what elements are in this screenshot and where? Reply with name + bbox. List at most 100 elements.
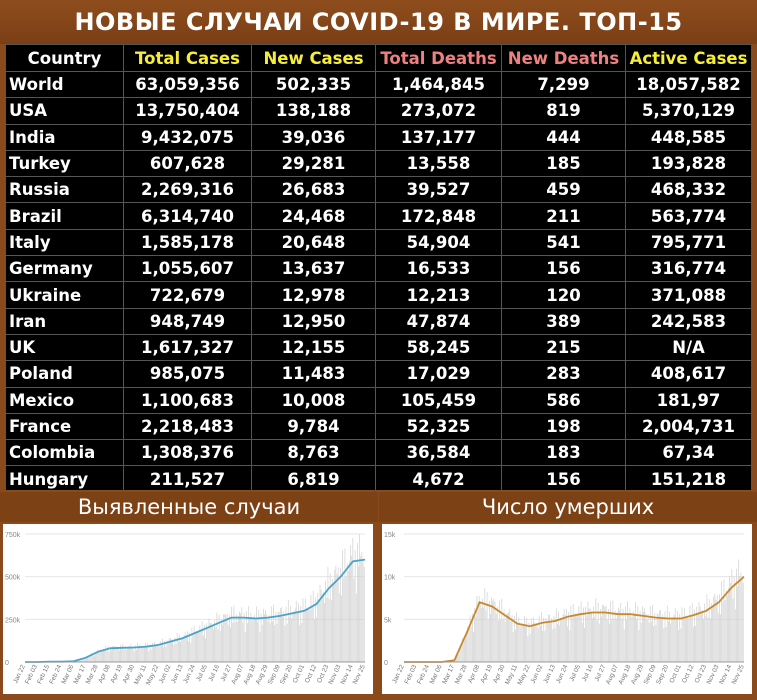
daily-bar bbox=[290, 606, 291, 662]
daily-bar bbox=[555, 608, 557, 662]
daily-bar bbox=[171, 640, 172, 662]
daily-bar bbox=[595, 598, 597, 662]
value-cell: 26,683 bbox=[251, 176, 376, 204]
daily-bar bbox=[153, 644, 154, 662]
daily-bar bbox=[521, 623, 523, 662]
daily-bar bbox=[493, 598, 495, 662]
daily-bar bbox=[700, 611, 702, 662]
daily-bar bbox=[640, 622, 642, 662]
value-cell: 13,558 bbox=[375, 149, 502, 178]
daily-bar bbox=[600, 608, 601, 662]
daily-bar bbox=[179, 634, 180, 662]
country-cell: Colombia bbox=[5, 439, 124, 467]
daily-bar bbox=[617, 612, 618, 662]
daily-bar bbox=[113, 646, 115, 662]
daily-bar bbox=[710, 618, 711, 662]
daily-bar bbox=[331, 600, 332, 662]
daily-bar bbox=[172, 639, 174, 662]
y-tick-label: 10k bbox=[384, 575, 396, 582]
value-cell: 12,978 bbox=[251, 281, 376, 309]
value-cell: 12,950 bbox=[251, 307, 376, 335]
daily-bar bbox=[605, 606, 607, 662]
daily-bar bbox=[180, 641, 181, 662]
daily-bar bbox=[688, 618, 690, 662]
daily-bar bbox=[274, 625, 276, 662]
daily-bar bbox=[549, 615, 550, 662]
daily-bar bbox=[338, 593, 340, 662]
daily-bar bbox=[344, 548, 346, 662]
value-cell: 985,075 bbox=[123, 360, 252, 388]
daily-bar bbox=[470, 626, 472, 662]
daily-bar bbox=[524, 615, 525, 662]
daily-bar bbox=[130, 644, 132, 662]
daily-bar bbox=[252, 620, 254, 662]
daily-bar bbox=[125, 649, 127, 662]
value-cell: 2,004,731 bbox=[625, 412, 752, 441]
y-tick-label: 5k bbox=[384, 617, 392, 624]
daily-bar bbox=[691, 603, 693, 662]
daily-bar bbox=[250, 612, 252, 662]
daily-bar bbox=[261, 624, 263, 662]
daily-bar bbox=[593, 606, 594, 662]
daily-bar bbox=[615, 618, 617, 662]
daily-bar bbox=[243, 612, 245, 662]
daily-bar bbox=[176, 633, 178, 662]
value-cell: 54,904 bbox=[375, 228, 502, 257]
daily-bar bbox=[482, 598, 483, 662]
value-cell: 607,628 bbox=[123, 149, 252, 178]
daily-bar bbox=[353, 578, 355, 662]
daily-bar bbox=[158, 646, 160, 662]
daily-bar bbox=[128, 646, 129, 662]
daily-bar bbox=[612, 600, 614, 662]
daily-bar bbox=[198, 632, 200, 662]
table-row: Brazil 6,314,740 24,468 172,848 211 563,774 bbox=[5, 202, 752, 230]
daily-bar bbox=[503, 609, 505, 662]
value-cell: 156 bbox=[501, 255, 626, 283]
daily-bar bbox=[578, 606, 580, 662]
value-cell: 39,527 bbox=[375, 176, 502, 204]
daily-bar bbox=[155, 644, 157, 662]
daily-bar bbox=[93, 652, 94, 662]
daily-bar bbox=[263, 608, 264, 662]
daily-bar bbox=[567, 626, 568, 662]
daily-bar bbox=[327, 566, 329, 662]
daily-bar bbox=[622, 608, 624, 662]
daily-bar bbox=[199, 625, 201, 662]
daily-bar bbox=[122, 643, 124, 662]
daily-bar bbox=[241, 607, 243, 662]
daily-bar bbox=[685, 617, 686, 662]
covid-table: Country Total Cases New Cases Total Deaths N… bbox=[5, 44, 752, 493]
daily-bar bbox=[569, 629, 571, 662]
daily-bar bbox=[206, 623, 208, 662]
daily-bar bbox=[115, 646, 117, 662]
daily-bar bbox=[255, 618, 256, 662]
daily-bar bbox=[589, 608, 591, 662]
daily-bar bbox=[741, 579, 743, 662]
stats-table: Country Total Cases New Cases Total Deaths N… bbox=[5, 44, 752, 493]
daily-bar bbox=[535, 625, 537, 662]
daily-bar bbox=[478, 595, 480, 662]
daily-bar bbox=[597, 602, 599, 662]
value-cell: 468,332 bbox=[625, 176, 752, 204]
daily-bar bbox=[520, 625, 522, 662]
daily-bar bbox=[363, 566, 365, 662]
daily-bar bbox=[140, 647, 142, 662]
daily-bar bbox=[357, 542, 358, 662]
value-cell: 12,155 bbox=[251, 333, 376, 362]
table-row: Russia 2,269,316 26,683 39,527 459 468,332 bbox=[5, 176, 752, 204]
daily-bar bbox=[467, 626, 469, 662]
daily-bar bbox=[204, 624, 205, 662]
daily-bar bbox=[200, 629, 202, 662]
daily-bar bbox=[636, 618, 638, 662]
table-row: USA 13,750,404 138,188 273,072 819 5,370,129 bbox=[5, 97, 752, 125]
daily-bar bbox=[240, 613, 242, 662]
daily-bar bbox=[704, 603, 706, 662]
daily-bar bbox=[476, 595, 478, 662]
value-cell: 563,774 bbox=[625, 202, 752, 230]
daily-bar bbox=[269, 622, 271, 662]
daily-bar bbox=[564, 615, 566, 662]
daily-bar bbox=[736, 568, 737, 662]
value-cell: 2,218,483 bbox=[123, 412, 252, 441]
country-cell: Ukraine bbox=[5, 281, 124, 309]
daily-bar bbox=[682, 617, 684, 662]
